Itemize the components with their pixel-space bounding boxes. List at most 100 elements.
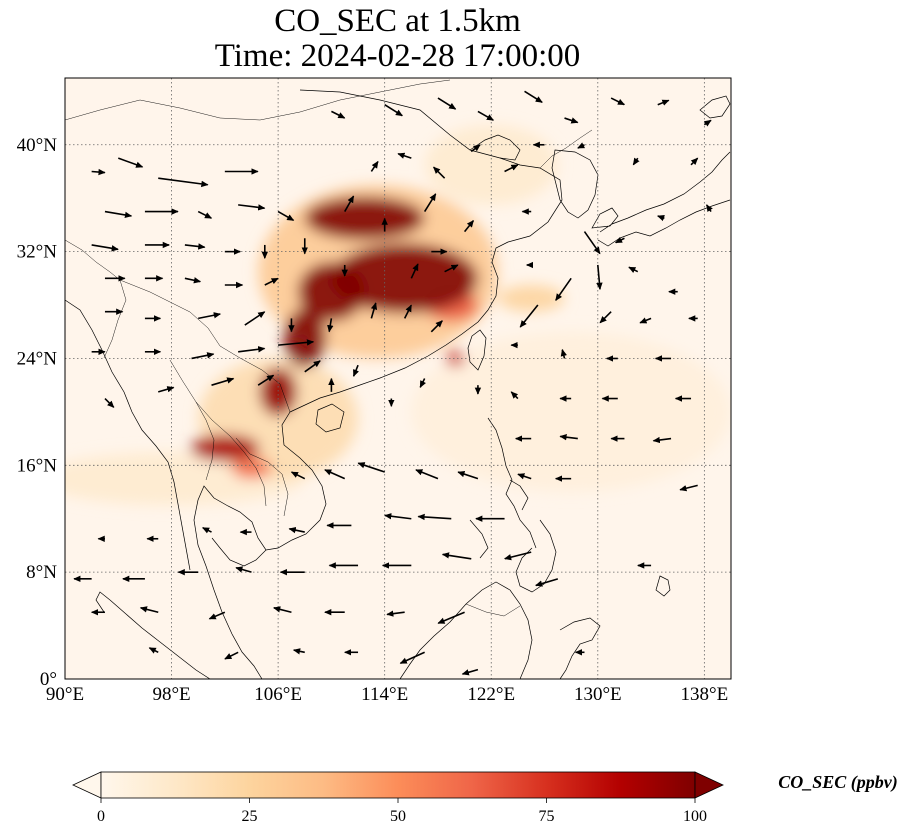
co-plume <box>283 309 327 368</box>
lon-tick-label: 130°E <box>574 684 622 705</box>
coastline-taiwan <box>467 329 487 371</box>
wind-arrow <box>292 648 305 655</box>
wind-arrow <box>423 193 437 212</box>
wind-arrow <box>304 360 321 373</box>
border-china-korea <box>539 129 593 169</box>
wind-arrow <box>197 210 213 219</box>
wind-arrow <box>184 243 206 250</box>
coastline-bohai <box>469 134 521 161</box>
wind-arrow <box>277 210 295 222</box>
wind-arrow <box>290 471 306 480</box>
wind-arrow <box>403 304 412 319</box>
wind-arrow <box>415 469 439 480</box>
coastline-hokkaido <box>699 95 731 119</box>
coastline-myanmar <box>65 299 191 571</box>
wind-arrow <box>679 484 698 492</box>
wind-arrow <box>441 552 472 560</box>
wind-arrow <box>599 311 612 324</box>
wind-arrow <box>208 611 226 620</box>
colorbar-tick-label: 100 <box>683 808 707 825</box>
wind-arrow <box>386 610 405 617</box>
title-line-2: Time: 2024-02-28 17:00:00 <box>214 38 581 74</box>
wind-arrow <box>535 578 559 587</box>
wind-arrow <box>331 110 346 119</box>
longitude-labels: 90°E 98°E 106°E 114°E 122°E 130°E 138°E <box>46 684 728 705</box>
coastline-china <box>289 89 563 413</box>
wind-arrow <box>399 651 425 665</box>
wind-arrow <box>657 99 670 106</box>
map-frame <box>64 77 732 680</box>
wind-arrow <box>158 177 209 188</box>
co-plume <box>424 124 558 205</box>
wind-arrow <box>583 231 601 255</box>
wind-vectors <box>73 90 713 676</box>
wind-arrow <box>457 471 479 480</box>
lon-tick-label: 114°E <box>361 684 408 705</box>
co-plume <box>231 457 272 479</box>
wind-arrow <box>504 164 519 173</box>
colorbar-gradient <box>100 771 696 799</box>
wind-arrow <box>577 142 586 149</box>
coastline-philippines <box>469 417 557 593</box>
wind-arrow <box>357 462 385 473</box>
co-plume <box>411 331 731 493</box>
lon-tick-label: 90°E <box>46 684 84 705</box>
wind-arrow <box>444 264 459 273</box>
wind-arrow <box>560 348 567 359</box>
wind-arrow <box>384 513 412 520</box>
coastline-korea <box>551 149 599 219</box>
lat-tick-label: 16°N <box>17 455 58 476</box>
wind-arrow <box>158 386 175 393</box>
wind-arrow <box>555 277 572 301</box>
wind-arrow <box>118 157 144 168</box>
title-line-1: CO_SEC at 1.5km <box>274 3 521 39</box>
wind-arrow <box>419 378 426 389</box>
wind-arrow <box>463 219 475 233</box>
colorbar-ticks: 0 25 50 75 100 <box>97 798 707 825</box>
coastline-japan <box>591 151 731 247</box>
wind-arrow <box>461 668 479 676</box>
wind-arrow <box>705 204 713 213</box>
wind-arrow <box>148 647 159 654</box>
wind-arrow <box>504 551 532 561</box>
wind-arrow <box>257 374 275 386</box>
lat-tick-label: 0° <box>40 669 57 690</box>
lon-tick-label: 106°E <box>254 684 302 705</box>
colorbar-over-extension <box>694 771 724 799</box>
wind-arrow <box>191 352 215 360</box>
wind-arrow <box>477 110 495 121</box>
colorbar-tick-label: 25 <box>242 808 258 825</box>
coastline-gulf-thailand <box>211 537 267 567</box>
wind-arrow <box>632 157 640 166</box>
co-plume <box>445 350 465 367</box>
lon-tick-label: 138°E <box>681 684 729 705</box>
wind-arrow <box>417 513 452 521</box>
wind-arrow <box>224 651 239 660</box>
co-plume <box>331 243 478 314</box>
wind-arrow <box>596 264 603 290</box>
wind-arrow <box>384 104 403 117</box>
wind-arrow <box>184 277 202 284</box>
wind-arrow <box>244 311 266 326</box>
wind-arrow <box>324 469 346 480</box>
wind-arrow <box>703 119 712 127</box>
wind-arrow <box>198 312 221 320</box>
lon-tick-label: 98°E <box>152 684 190 705</box>
wind-arrow <box>519 304 539 328</box>
wind-arrow <box>397 152 412 159</box>
co-plume <box>497 285 565 312</box>
wind-arrow <box>278 339 315 346</box>
wind-arrow <box>614 236 625 244</box>
wind-arrow <box>238 204 266 211</box>
wind-arrow <box>510 391 519 400</box>
coastline-sumatra <box>95 591 211 679</box>
colorbar-tick-label: 0 <box>97 808 105 825</box>
wind-arrow <box>639 317 652 324</box>
wind-arrow <box>344 195 355 212</box>
wind-arrow <box>652 436 672 444</box>
latitude-labels: 0° 8°N 16°N 24°N 32°N 40°N <box>17 135 58 690</box>
coastline-hainan <box>315 403 345 433</box>
wind-arrow <box>139 606 159 613</box>
